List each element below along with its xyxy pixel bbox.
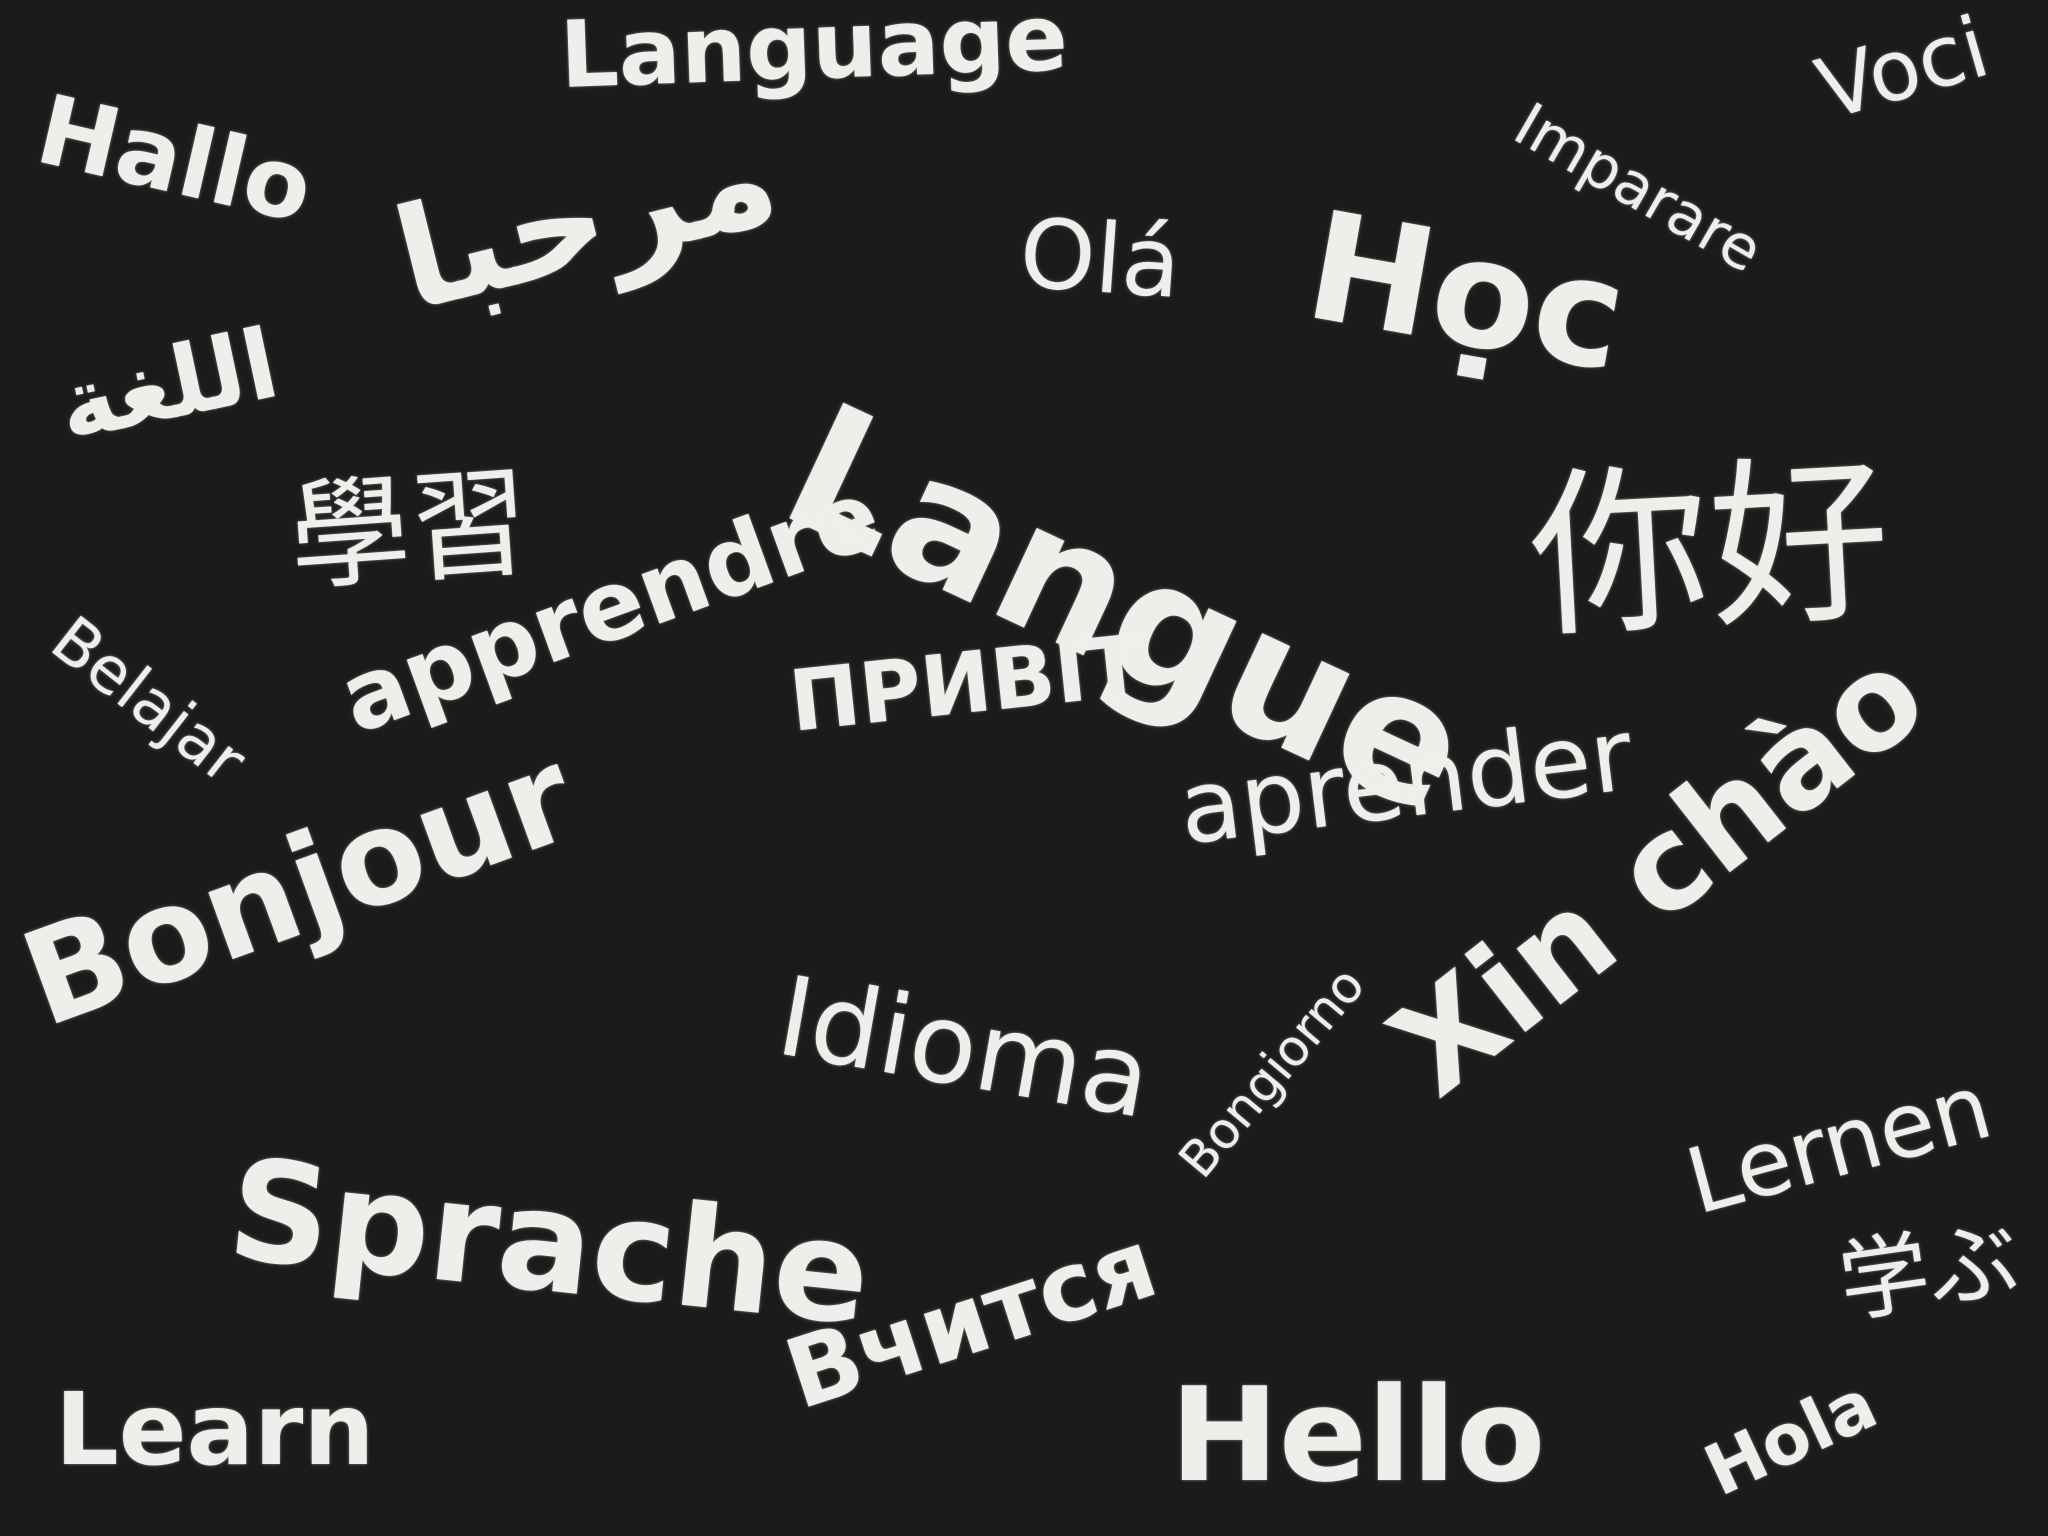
word-pryvit: ПРИВІТ	[784, 616, 1148, 751]
word-belajar: Belajar	[37, 602, 259, 799]
word-hola: Hola	[1692, 1362, 1889, 1513]
word-hallo: Hallo	[27, 73, 323, 245]
word-bonjour: Bonjour	[4, 718, 594, 1057]
word-lernen: Lernen	[1676, 1053, 2002, 1236]
word-sprache: Sprache	[221, 1128, 878, 1358]
word-learn: Learn	[55, 1371, 375, 1488]
word-voci: Voci	[1806, 0, 1999, 140]
word-idioma: Idioma	[768, 951, 1161, 1144]
word-language: Language	[558, 0, 1070, 109]
word-ola: Olá	[1016, 197, 1185, 321]
word-nihao: 你好	[1524, 436, 1895, 664]
word-hoc: Học	[1294, 179, 1638, 406]
word-marhaba: مرحبا	[380, 92, 793, 344]
word-manabu: 学ぶ	[1832, 1207, 2026, 1337]
word-allugha: اللغة	[48, 307, 288, 463]
word-hello: Hello	[1170, 1359, 1546, 1511]
word-bongiorno: Bongiorno	[1167, 956, 1376, 1189]
word-xuexi: 學習	[285, 453, 535, 609]
